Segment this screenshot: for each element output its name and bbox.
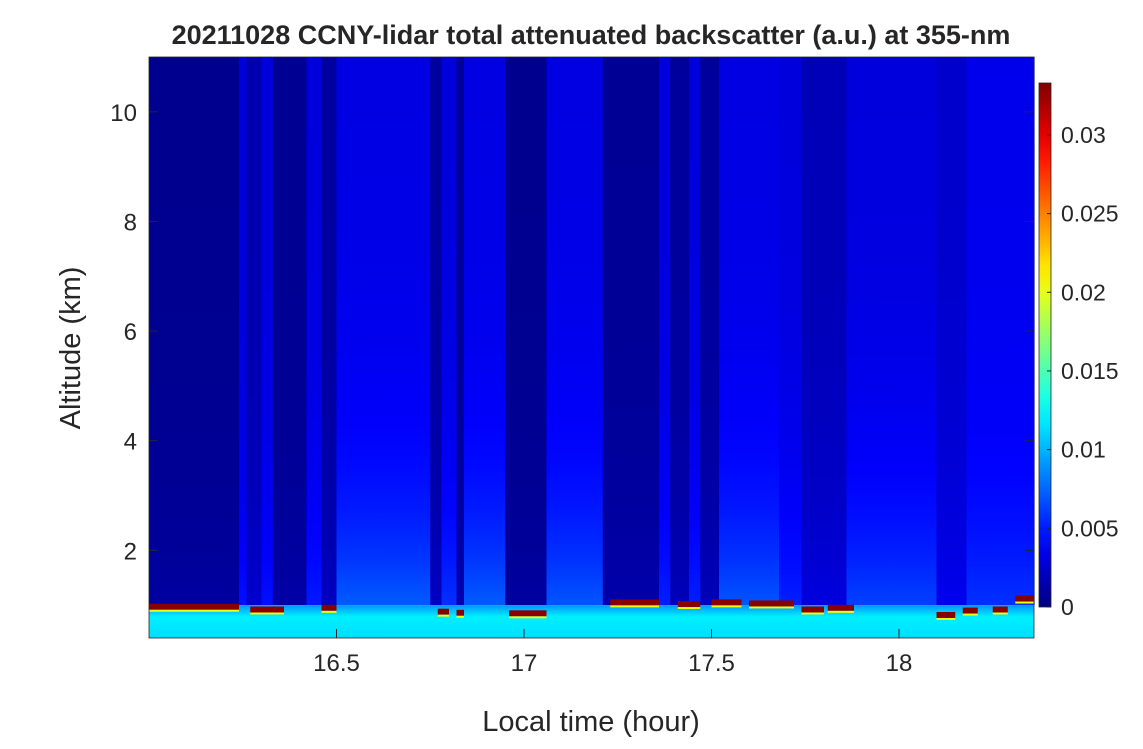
plot-frame bbox=[148, 56, 1035, 639]
heatmap-area bbox=[149, 57, 1035, 638]
heatmap-column bbox=[306, 57, 323, 606]
cloud-edge-mark bbox=[610, 605, 659, 608]
cloud-layer-mark bbox=[962, 607, 978, 614]
cloud-layer-mark bbox=[992, 606, 1008, 613]
colorbar-tick-label: 0.02 bbox=[1061, 279, 1106, 305]
chart-title: 20211028 CCNY-lidar total attenuated bac… bbox=[172, 20, 1011, 50]
cloud-edge-mark bbox=[749, 606, 794, 609]
cloud-edge-mark bbox=[509, 616, 547, 619]
heatmap-column bbox=[505, 57, 548, 606]
y-tick-label: 8 bbox=[124, 209, 137, 236]
heatmap-column bbox=[936, 57, 968, 606]
heatmap-column bbox=[456, 57, 465, 606]
colorbar-tick-label: 0 bbox=[1061, 594, 1074, 620]
heatmap-column bbox=[966, 57, 1035, 606]
colorbar-tick-label: 0.03 bbox=[1061, 122, 1106, 148]
axes: 16.5 17 17.5 18 2 4 6 8 10 bbox=[110, 56, 1035, 677]
heatmap-column bbox=[719, 57, 780, 606]
cloud-layer-mark bbox=[936, 611, 956, 618]
cloud-layer-mark bbox=[1015, 595, 1034, 602]
heatmap-column bbox=[246, 57, 263, 606]
cloud-edge-mark bbox=[250, 612, 284, 615]
heatmap-column bbox=[149, 57, 240, 606]
x-axis-label: Local time (hour) bbox=[482, 706, 700, 738]
heatmap-column bbox=[321, 57, 338, 606]
y-tick-label: 10 bbox=[110, 100, 137, 127]
heatmap-column bbox=[261, 57, 274, 606]
heatmap-column bbox=[801, 57, 848, 606]
heatmap-column bbox=[336, 57, 431, 606]
heatmap-column bbox=[430, 57, 443, 606]
x-tick-label: 17.5 bbox=[688, 650, 735, 677]
cloud-layer-mark bbox=[437, 608, 449, 615]
cloud-layer-mark bbox=[456, 609, 464, 616]
colorbar: 0 0.005 0.01 0.015 0.02 0.025 0.03 bbox=[1038, 82, 1119, 620]
heatmap-column bbox=[464, 57, 506, 606]
cloud-edge-mark bbox=[711, 605, 742, 608]
cloud-edge-mark bbox=[321, 610, 337, 613]
near-surface-aerosol-layer bbox=[149, 605, 1034, 638]
cloud-layer-mark bbox=[801, 606, 824, 613]
heatmap-column bbox=[441, 57, 458, 606]
cloud-edge-mark bbox=[801, 612, 824, 615]
cloud-layer-mark bbox=[149, 603, 239, 610]
cloud-edge-mark bbox=[677, 607, 701, 610]
heatmap-column bbox=[239, 57, 248, 606]
cloud-layer-mark bbox=[610, 599, 659, 606]
cloud-layer-mark bbox=[749, 600, 794, 607]
heatmap-column bbox=[846, 57, 938, 606]
cloud-layer-mark bbox=[827, 604, 854, 611]
x-tick-label: 16.5 bbox=[313, 650, 360, 677]
x-tick-label: 17 bbox=[511, 650, 538, 677]
cloud-edge-mark bbox=[992, 612, 1008, 615]
cloud-edge-mark bbox=[1015, 601, 1034, 604]
colorbar-tick-label: 0.005 bbox=[1061, 515, 1119, 541]
heatmap-column bbox=[272, 57, 308, 606]
y-tick-label: 2 bbox=[124, 538, 137, 565]
y-tick-label: 6 bbox=[124, 319, 137, 346]
cloud-layer-mark bbox=[250, 606, 284, 613]
heatmap-column bbox=[659, 57, 671, 606]
cloud-edge-mark bbox=[827, 610, 854, 613]
heatmap-column bbox=[546, 57, 604, 606]
cloud-edge-mark bbox=[149, 609, 239, 612]
heatmap-column bbox=[779, 57, 803, 606]
y-axis-label: Altitude (km) bbox=[55, 267, 87, 430]
heatmap-column bbox=[602, 57, 660, 606]
cloud-edge-mark bbox=[437, 614, 449, 617]
cloud-layer-mark bbox=[321, 604, 337, 611]
heatmap-column bbox=[689, 57, 701, 606]
cloud-edge-mark bbox=[456, 615, 464, 618]
heatmap-column bbox=[670, 57, 690, 606]
heatmap-column bbox=[700, 57, 720, 606]
colorbar-tick-label: 0.01 bbox=[1061, 437, 1106, 463]
cloud-layer-mark bbox=[677, 601, 701, 608]
cloud-layer-mark bbox=[711, 599, 742, 606]
cloud-edge-mark bbox=[936, 617, 956, 620]
colorbar-tick-label: 0.025 bbox=[1061, 201, 1119, 227]
cloud-layer-mark bbox=[509, 610, 547, 617]
x-tick-label: 18 bbox=[886, 650, 913, 677]
y-tick-label: 4 bbox=[124, 429, 137, 456]
colorbar-tick-label: 0.015 bbox=[1061, 358, 1119, 384]
cloud-edge-mark bbox=[962, 613, 978, 616]
